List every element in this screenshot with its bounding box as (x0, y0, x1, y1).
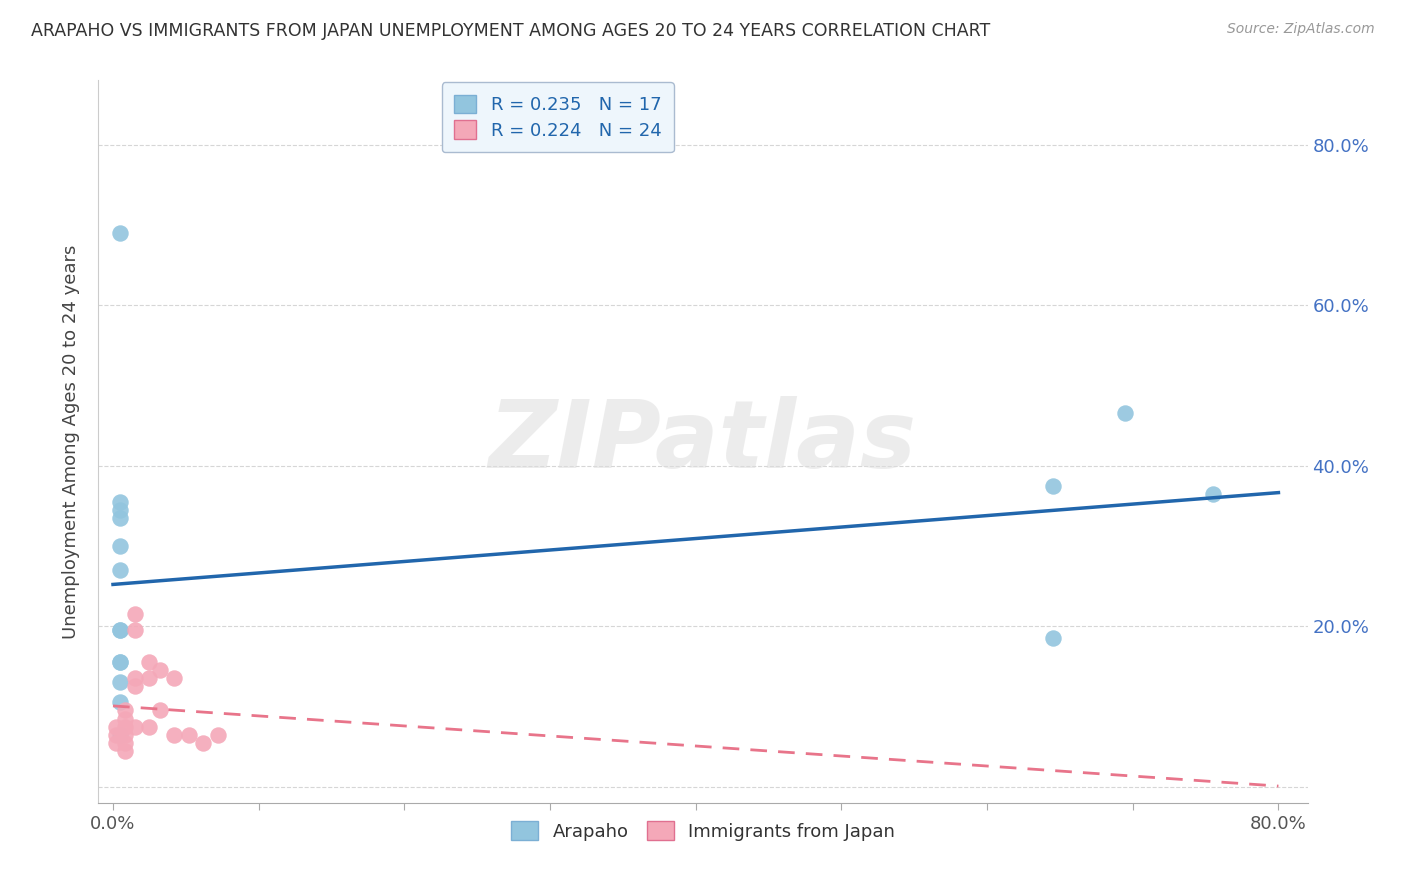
Point (110, 510, 132, 524)
Point (1114, 406, 1136, 420)
Point (163, 728, 186, 742)
Point (1042, 632, 1064, 646)
Text: ZIPatlas: ZIPatlas (489, 395, 917, 488)
Point (110, 696, 132, 710)
Point (114, 703, 136, 717)
Point (114, 719, 136, 733)
Point (138, 671, 160, 685)
Point (138, 655, 160, 669)
Point (110, 623, 132, 637)
Text: ARAPAHO VS IMMIGRANTS FROM JAPAN UNEMPLOYMENT AMONG AGES 20 TO 24 YEARS CORRELAT: ARAPAHO VS IMMIGRANTS FROM JAPAN UNEMPLO… (31, 22, 990, 40)
Point (124, 680, 146, 694)
Point (177, 728, 200, 742)
Point (110, 226, 132, 240)
Point (104, 728, 127, 742)
Point (104, 719, 127, 733)
Text: Source: ZipAtlas.com: Source: ZipAtlas.com (1227, 22, 1375, 37)
Point (114, 728, 136, 742)
Point (124, 623, 146, 637)
Point (110, 728, 132, 742)
Y-axis label: Unemployment Among Ages 20 to 24 years: Unemployment Among Ages 20 to 24 years (62, 244, 80, 639)
Point (110, 494, 132, 508)
Point (149, 664, 172, 678)
Point (1202, 487, 1225, 501)
Point (110, 539, 132, 553)
Point (207, 728, 229, 742)
Point (138, 719, 160, 733)
Point (149, 703, 172, 717)
Point (110, 623, 132, 637)
Point (114, 712, 136, 726)
Point (114, 735, 136, 749)
Point (104, 735, 127, 749)
Point (124, 719, 146, 733)
Point (124, 607, 146, 621)
Legend: Arapaho, Immigrants from Japan: Arapaho, Immigrants from Japan (503, 814, 903, 848)
Point (110, 563, 132, 577)
Point (110, 655, 132, 669)
Point (110, 502, 132, 516)
Point (163, 671, 186, 685)
Point (1042, 478, 1064, 492)
Point (110, 655, 132, 669)
Point (124, 671, 146, 685)
Point (110, 675, 132, 690)
Point (114, 744, 136, 758)
Point (193, 735, 215, 749)
